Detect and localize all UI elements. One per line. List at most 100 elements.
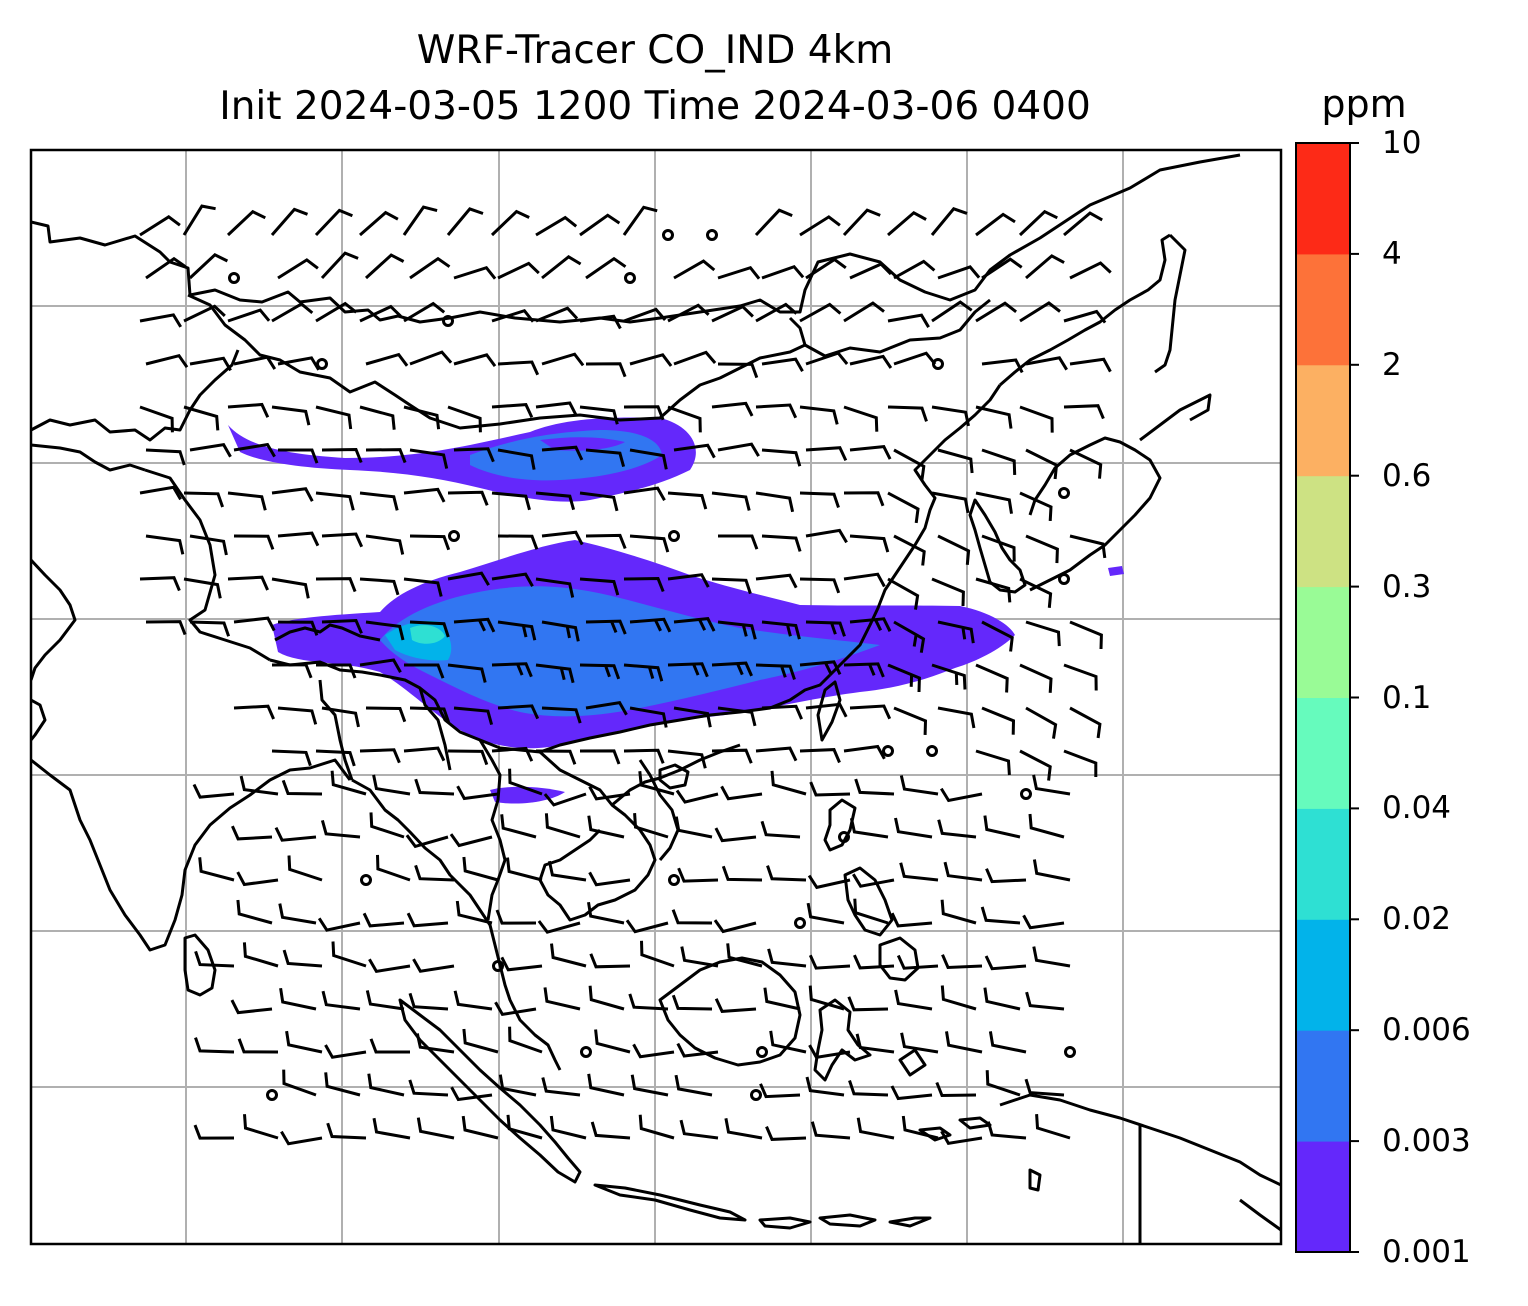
wind-barb	[808, 985, 845, 1011]
wind-barb	[242, 942, 279, 968]
wind-barb	[1019, 577, 1053, 608]
wind-barb	[799, 491, 840, 508]
wind-barb	[494, 1001, 537, 1017]
wind-barb	[281, 779, 323, 796]
wind-barb	[409, 706, 451, 723]
wind-barb	[945, 1031, 983, 1054]
wind-barb	[887, 491, 920, 524]
wind-barb	[724, 1118, 763, 1140]
wind-barb	[541, 1077, 581, 1097]
wind-barb	[667, 405, 702, 433]
wind-barb	[667, 573, 710, 588]
wind-barb	[713, 919, 757, 934]
wind-barb	[277, 620, 319, 636]
wind-barb	[243, 1114, 279, 1140]
wind-barb	[981, 448, 1017, 475]
wind-barb	[278, 903, 317, 925]
calm-wind-circle	[1020, 788, 1032, 800]
wind-barb	[1025, 356, 1068, 371]
chart-title-line2: Init 2024-03-05 1200 Time 2024-03-06 040…	[219, 84, 1091, 129]
wind-barb	[981, 358, 1024, 374]
wind-barb	[226, 209, 266, 237]
wind-barb	[277, 356, 320, 371]
calm-wind-circle	[882, 745, 894, 757]
wind-barb	[975, 301, 1018, 323]
wind-barb	[887, 405, 928, 422]
wind-barb	[233, 704, 275, 720]
wind-barb	[227, 402, 270, 418]
wind-barb	[679, 1119, 719, 1140]
wind-barb	[447, 490, 489, 506]
wind-barb	[277, 706, 318, 725]
wind-barb	[1069, 357, 1112, 373]
wind-barb	[629, 534, 670, 553]
wind-barb	[930, 207, 968, 236]
wind-barb	[227, 575, 269, 591]
wind-barb	[799, 748, 841, 764]
wind-barb	[491, 572, 534, 588]
wind-barb	[623, 576, 665, 593]
wind-barb	[456, 785, 499, 801]
wind-barb	[498, 1074, 537, 1097]
wind-barb	[975, 577, 1012, 603]
colorbar-tick-label: 10	[1382, 125, 1422, 161]
calm-wind-circle	[1058, 573, 1070, 585]
wind-barb	[321, 706, 360, 728]
wind-barb	[899, 775, 939, 796]
colorbar-tick-label: 0.3	[1382, 568, 1432, 605]
wind-barb	[535, 577, 575, 598]
wind-barb	[975, 212, 1016, 237]
colorbar-tick-label: 0.02	[1382, 901, 1452, 938]
colorbar-segment	[1296, 919, 1350, 1031]
wind-barb	[237, 1038, 279, 1054]
wind-barb	[403, 746, 446, 762]
wind-barb	[629, 353, 673, 367]
wind-barb	[981, 534, 1016, 562]
wind-barb	[667, 491, 708, 510]
wind-barb	[279, 987, 317, 1011]
wind-barb	[931, 300, 973, 323]
wind-barb	[535, 401, 578, 417]
wind-barb	[805, 528, 848, 544]
wind-barb	[711, 401, 754, 417]
wind-barb	[230, 999, 273, 1015]
wind-barb	[182, 204, 216, 236]
colorbar-frame	[1295, 142, 1351, 1253]
wind-barb	[145, 534, 185, 555]
wind-barb	[543, 792, 587, 807]
wind-barb	[632, 1043, 675, 1059]
wind-barb	[453, 447, 495, 463]
wind-barb	[943, 861, 983, 882]
wind-barb	[271, 302, 314, 323]
wind-barb	[1069, 261, 1112, 280]
wind-barb	[412, 958, 455, 973]
wind-barb	[145, 620, 187, 636]
wind-barb	[717, 362, 759, 379]
wind-barb	[1018, 209, 1058, 237]
wind-barb	[763, 987, 801, 1011]
wind-barb	[590, 1121, 631, 1140]
calm-wind-circle	[448, 530, 460, 542]
wind-barb	[986, 1121, 1027, 1140]
wind-barb	[1025, 620, 1061, 647]
wind-barb	[233, 355, 277, 370]
wind-barb	[287, 855, 323, 882]
wind-barb	[359, 405, 396, 430]
wind-barb	[983, 815, 1021, 839]
wind-barb	[761, 534, 802, 552]
colorbar-unit-label: ppm	[1321, 82, 1407, 126]
wind-barb	[755, 302, 798, 323]
wind-barb	[754, 208, 793, 237]
wind-barb	[500, 956, 543, 972]
wind-barb	[717, 706, 757, 727]
wind-barb	[455, 900, 493, 925]
wind-barb	[189, 534, 228, 556]
wind-barb	[894, 989, 933, 1011]
coastlines-borders	[31, 153, 1281, 1244]
wind-barb	[805, 351, 849, 366]
wind-barb	[321, 618, 363, 634]
wind-barb	[761, 357, 804, 373]
wind-barb	[278, 448, 319, 464]
wind-barb	[896, 954, 939, 970]
